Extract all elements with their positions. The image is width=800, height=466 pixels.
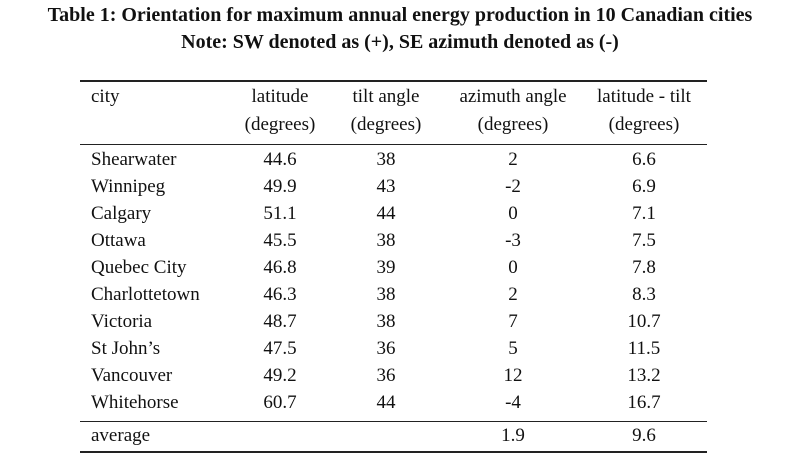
table-cell-city: Whitehorse — [91, 392, 179, 413]
table-cell-latitude-minus-tilt: 6.6 — [632, 149, 656, 170]
table-cell-latitude: 48.7 — [263, 311, 297, 332]
table-cell-azimuth-angle: -3 — [505, 230, 521, 251]
table-cell-tilt-angle: 38 — [376, 284, 396, 305]
table-cell-latitude: 49.2 — [263, 365, 297, 386]
table-cell-latitude: 46.3 — [263, 284, 297, 305]
average-row-label: average — [91, 425, 151, 446]
table-cell-azimuth-angle: 0 — [508, 257, 518, 278]
table-cell-azimuth-angle: 5 — [508, 338, 518, 359]
table-cell-tilt-angle: 36 — [376, 338, 396, 359]
footer-rule — [80, 421, 707, 422]
table-cell-tilt-angle: 44 — [376, 392, 396, 413]
table-cell-latitude: 51.1 — [263, 203, 297, 224]
table-cell-latitude-minus-tilt: 8.3 — [632, 284, 656, 305]
caption-title: Table 1: Orientation for maximum annual … — [47, 4, 753, 26]
table-cell-tilt-angle: 44 — [376, 203, 396, 224]
table-cell-latitude: 60.7 — [263, 392, 297, 413]
table-cell-tilt-angle: 38 — [376, 311, 396, 332]
column-header-city: city — [91, 86, 120, 107]
average-cell-latitude-minus-tilt: 9.6 — [632, 425, 656, 446]
table-cell-tilt-angle: 38 — [376, 230, 396, 251]
table-cell-tilt-angle: 38 — [376, 149, 396, 170]
table-cell-azimuth-angle: -4 — [505, 392, 521, 413]
table-cell-latitude-minus-tilt: 7.1 — [632, 203, 656, 224]
table-cell-latitude: 44.6 — [263, 149, 297, 170]
table-cell-city: Winnipeg — [91, 176, 166, 197]
table-cell-city: Shearwater — [91, 149, 177, 170]
table-cell-latitude-minus-tilt: 7.5 — [632, 230, 656, 251]
column-header-azimuth-angle: azimuth angle — [459, 86, 567, 107]
table-cell-azimuth-angle: 2 — [508, 149, 518, 170]
table-cell-city: Vancouver — [91, 365, 173, 386]
table-cell-azimuth-angle: 7 — [508, 311, 518, 332]
table-cell-city: Calgary — [91, 203, 152, 224]
table-cell-city: Quebec City — [91, 257, 187, 278]
header-rule — [80, 144, 707, 145]
table-cell-latitude: 47.5 — [263, 338, 297, 359]
bottom-rule — [80, 451, 707, 453]
column-header-tilt-angle: (degrees) — [350, 114, 422, 135]
top-rule — [80, 80, 707, 82]
table-cell-tilt-angle: 36 — [376, 365, 396, 386]
column-header-latitude-minus-tilt: latitude - tilt — [597, 86, 691, 107]
table-cell-latitude: 46.8 — [263, 257, 297, 278]
table-cell-tilt-angle: 39 — [376, 257, 396, 278]
table-cell-city: Ottawa — [91, 230, 146, 251]
table-cell-latitude-minus-tilt: 13.2 — [627, 365, 661, 386]
table-cell-city: Charlottetown — [91, 284, 200, 305]
table-cell-latitude-minus-tilt: 10.7 — [627, 311, 661, 332]
average-cell-azimuth-angle: 1.9 — [501, 425, 525, 446]
table-cell-azimuth-angle: 2 — [508, 284, 518, 305]
table-cell-city: Victoria — [91, 311, 153, 332]
table-cell-latitude: 49.9 — [263, 176, 297, 197]
table-cell-azimuth-angle: -2 — [505, 176, 521, 197]
column-header-tilt-angle: tilt angle — [352, 86, 420, 107]
table-cell-azimuth-angle: 0 — [508, 203, 518, 224]
caption-note: Note: SW denoted as (+), SE azimuth deno… — [181, 31, 619, 53]
table-cell-latitude-minus-tilt: 7.8 — [632, 257, 656, 278]
table-cell-latitude-minus-tilt: 16.7 — [627, 392, 661, 413]
table-cell-tilt-angle: 43 — [376, 176, 396, 197]
table-cell-latitude-minus-tilt: 11.5 — [627, 338, 661, 359]
table-cell-city: St John’s — [91, 338, 161, 359]
column-header-latitude-minus-tilt: (degrees) — [608, 114, 680, 135]
column-header-latitude: (degrees) — [244, 114, 316, 135]
table-cell-latitude: 45.5 — [263, 230, 297, 251]
column-header-azimuth-angle: (degrees) — [477, 114, 549, 135]
column-header-latitude: latitude — [251, 86, 309, 107]
table-cell-azimuth-angle: 12 — [503, 365, 523, 386]
table-cell-latitude-minus-tilt: 6.9 — [632, 176, 656, 197]
